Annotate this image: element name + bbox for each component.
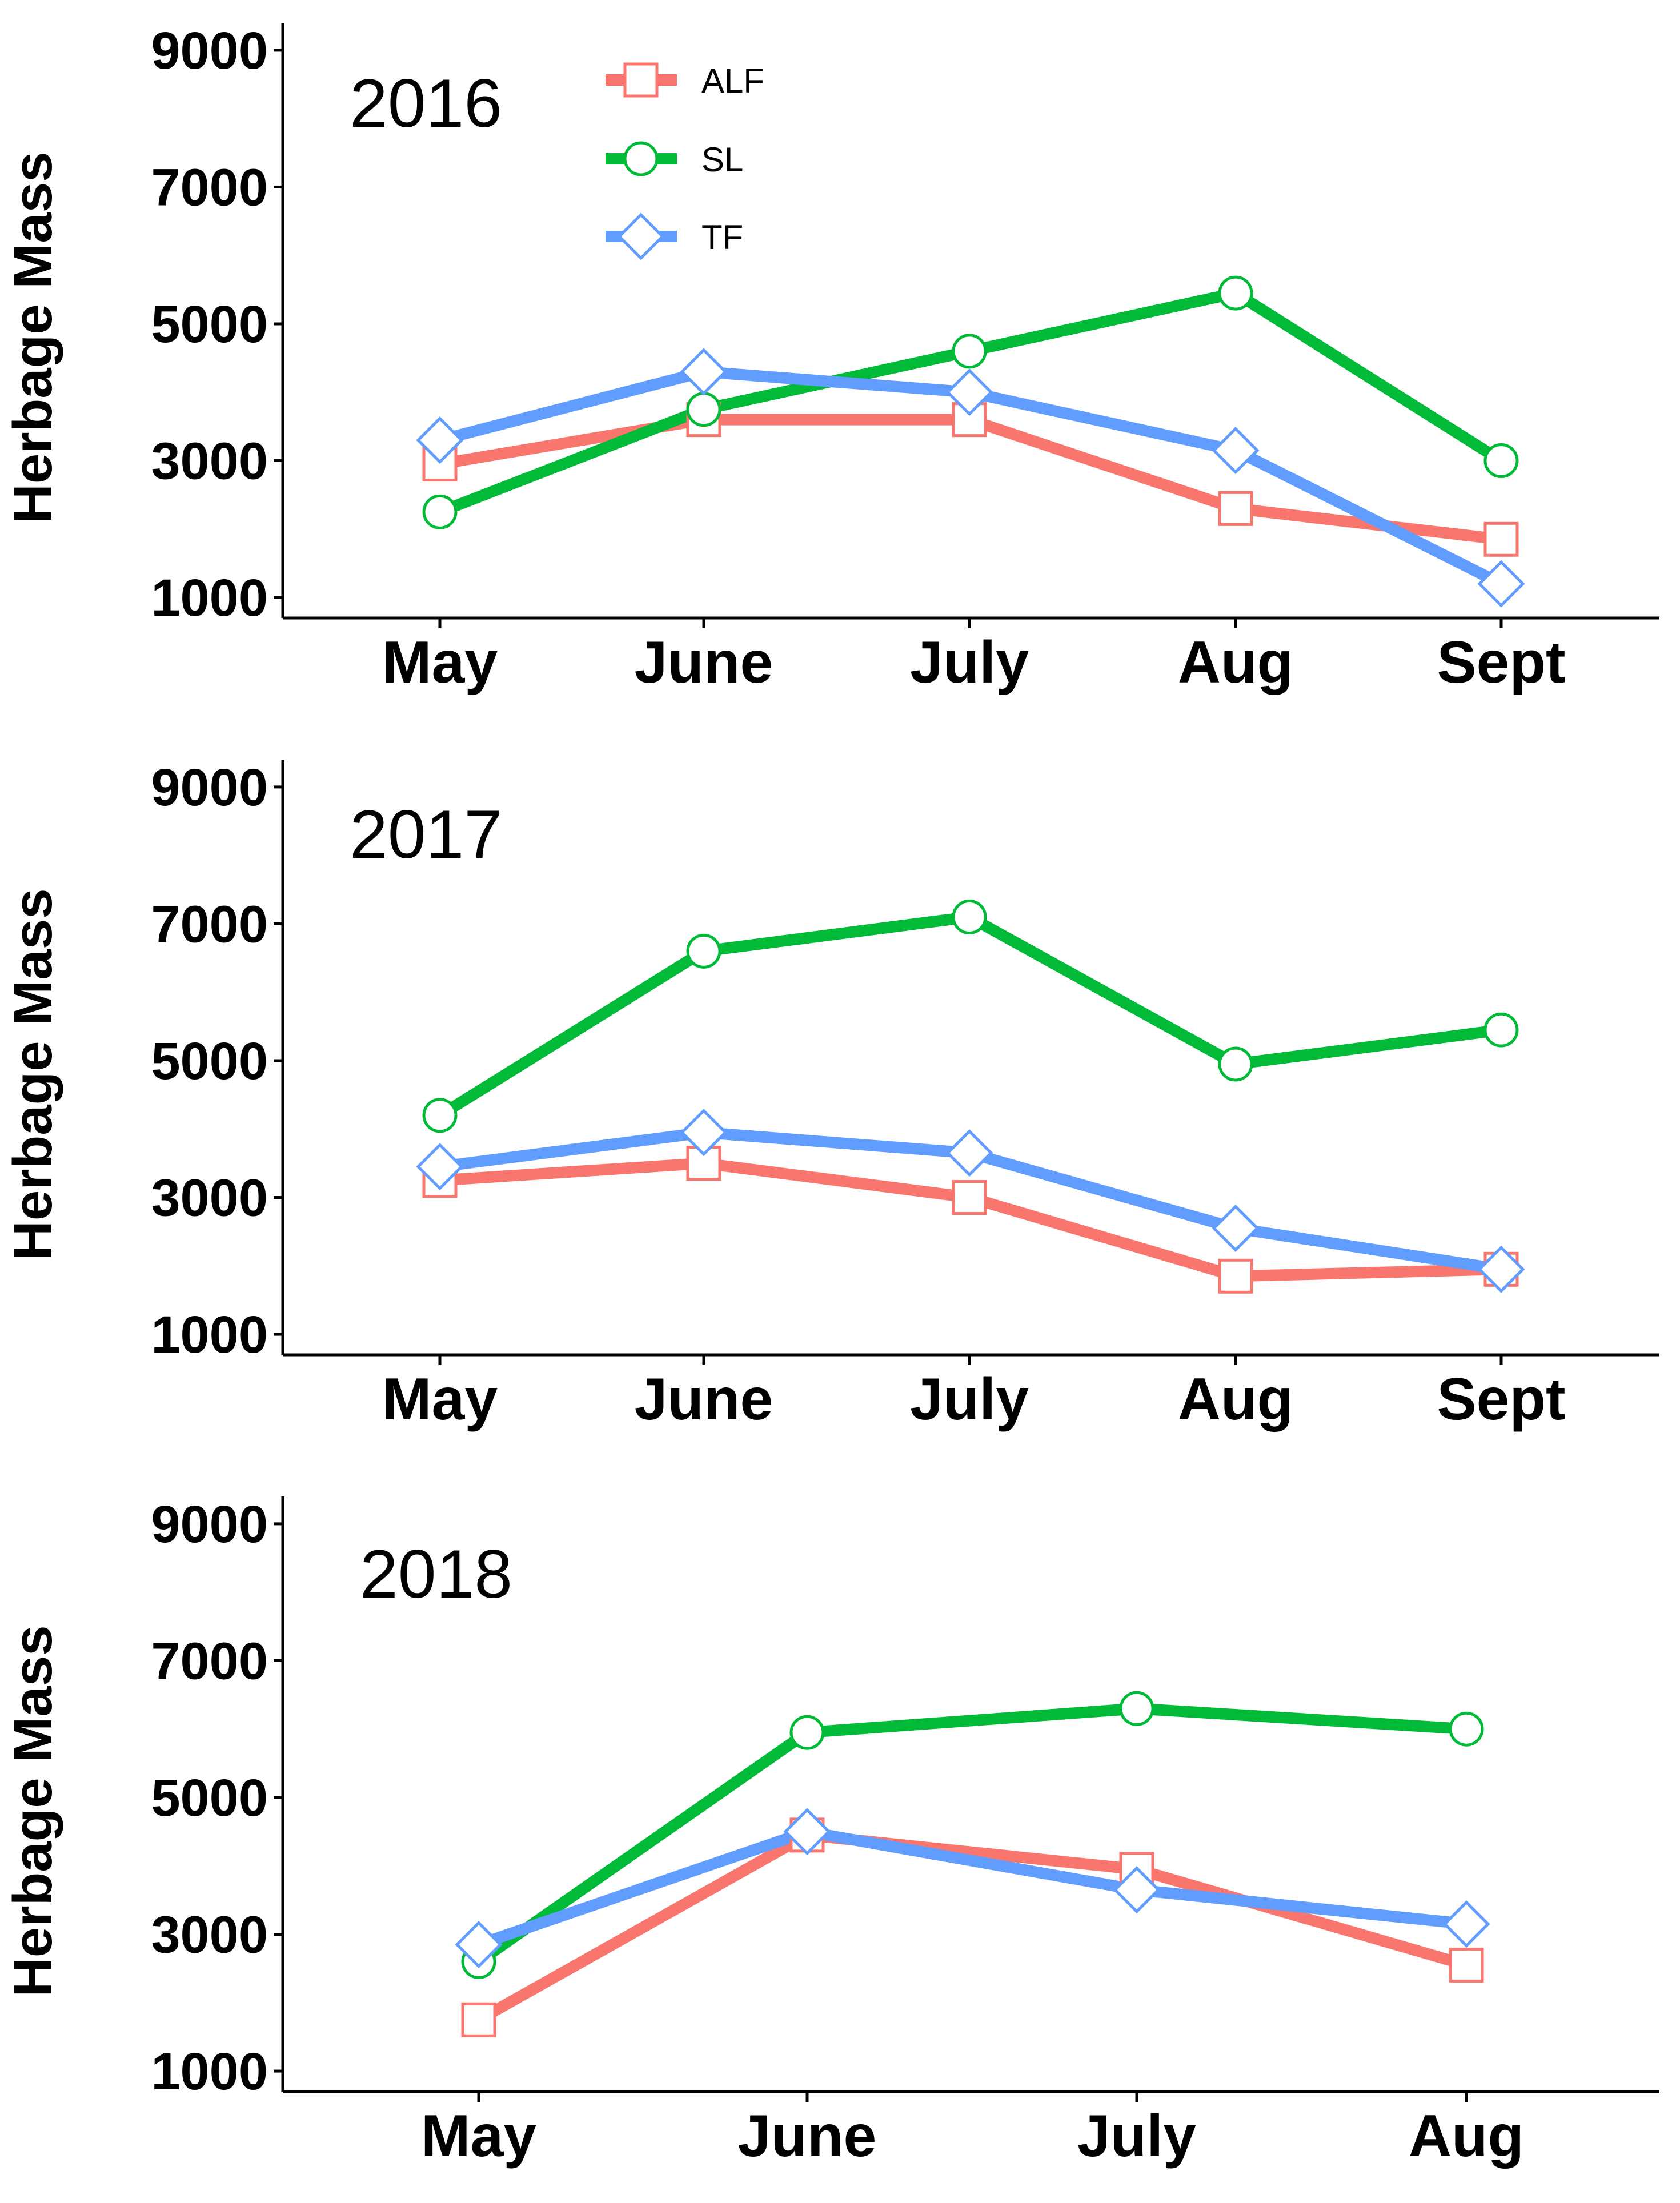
legend-label-tf: TF: [701, 218, 743, 256]
data-point-tf: [680, 348, 728, 396]
y-tick-label: 3000: [151, 432, 268, 491]
x-tick-label-july: July: [1077, 2103, 1196, 2169]
x-tick-label-sept: Sept: [1437, 1366, 1565, 1432]
x-tick-label-may: May: [382, 629, 498, 696]
y-tick-label: 3000: [151, 1906, 268, 1964]
data-point-sl: [1483, 443, 1519, 479]
data-point-tf: [945, 1129, 993, 1177]
legend-marker-sl: [623, 141, 659, 176]
data-point-sl: [422, 494, 458, 529]
data-point-alf: [1218, 491, 1253, 526]
x-tick-label-aug: Aug: [1178, 629, 1293, 696]
panel-year-label: 2018: [360, 1536, 512, 1612]
x-tick-label-june: June: [635, 629, 773, 696]
data-point-tf: [1212, 427, 1260, 475]
data-point-tf: [945, 368, 993, 416]
y-tick-label: 5000: [151, 295, 268, 354]
data-point-alf: [1218, 1258, 1253, 1294]
data-point-sl: [1218, 275, 1253, 311]
panel-year-label: 2017: [350, 796, 502, 873]
data-point-tf: [783, 1808, 831, 1856]
legend-marker-tf: [617, 212, 665, 260]
series-line-alf: [476, 1829, 1468, 2025]
data-point-sl: [789, 1715, 825, 1750]
x-tick-label-july: July: [910, 629, 1029, 696]
chart-panel-2016: 1000 3000 5000 7000 9000 May June July Aug Sept He…: [2, 22, 1659, 696]
panel-year-label: 2016: [350, 65, 502, 142]
data-point-tf: [1212, 1204, 1260, 1252]
data-point-alf: [1483, 521, 1519, 557]
data-point-alf: [422, 447, 458, 482]
x-tick-label-aug: Aug: [1409, 2103, 1524, 2169]
data-point-sl: [686, 392, 721, 427]
chart-panel-2017: 1000 3000 5000 7000 9000 May June July Aug Sept He…: [2, 759, 1659, 1432]
series-line-sl: [475, 1703, 1467, 1967]
data-point-sl: [952, 899, 987, 934]
y-tick-label: 9000: [151, 1495, 268, 1554]
y-axis-title: Herbage Mass: [2, 889, 63, 1261]
y-tick-label: 1000: [151, 1306, 268, 1364]
x-tick-label-june: June: [738, 2103, 877, 2169]
data-point-tf: [1113, 1866, 1161, 1914]
y-tick-label: 9000: [151, 759, 268, 817]
legend: ALF SL TF: [606, 62, 764, 260]
y-tick-label: 9000: [151, 22, 268, 80]
x-tick-label-sept: Sept: [1437, 629, 1565, 696]
y-tick-label: 1000: [151, 569, 268, 627]
data-point-tf: [1477, 560, 1525, 608]
data-point-sl: [1483, 1012, 1519, 1048]
chart-panel-2018: 1000 3000 5000 7000 9000 May June July Aug Herbag…: [2, 1495, 1659, 2169]
y-axis-title: Herbage Mass: [2, 1626, 63, 1997]
series-line-tf: [476, 1825, 1468, 1950]
data-point-sl: [1449, 1711, 1484, 1747]
data-point-tf: [455, 1920, 503, 1969]
y-tick-label: 7000: [151, 158, 268, 216]
x-tick-label-may: May: [382, 1366, 498, 1432]
x-tick-label-may: May: [421, 2103, 536, 2169]
y-tick-label: 5000: [151, 1769, 268, 1827]
series-line-sl: [436, 911, 1502, 1121]
y-tick-label: 1000: [151, 2043, 268, 2101]
data-point-tf: [680, 1109, 728, 1157]
data-point-sl: [952, 334, 987, 369]
data-point-alf: [952, 1180, 987, 1215]
data-point-tf: [416, 416, 464, 464]
data-point-sl: [1119, 1691, 1154, 1726]
x-tick-label-june: June: [635, 1366, 773, 1432]
y-tick-label: 7000: [151, 895, 268, 953]
data-point-tf: [416, 1143, 464, 1191]
y-tick-label: 7000: [151, 1632, 268, 1690]
series-line-alf: [439, 414, 1502, 545]
legend-marker-alf: [623, 62, 659, 98]
x-tick-label-aug: Aug: [1178, 1366, 1293, 1432]
data-point-sl: [422, 1098, 458, 1133]
y-tick-label: 3000: [151, 1169, 268, 1227]
data-point-sl: [686, 933, 721, 969]
data-point-alf: [1449, 1947, 1484, 1983]
y-tick-label: 5000: [151, 1032, 268, 1090]
data-point-sl: [1218, 1046, 1253, 1082]
y-axis-title: Herbage Mass: [2, 152, 63, 524]
x-tick-label-july: July: [910, 1366, 1029, 1432]
data-point-tf: [1477, 1245, 1525, 1293]
legend-label-alf: ALF: [701, 62, 764, 100]
data-point-alf: [461, 2002, 496, 2037]
legend-label-sl: SL: [701, 141, 743, 179]
data-point-tf: [1442, 1900, 1490, 1948]
